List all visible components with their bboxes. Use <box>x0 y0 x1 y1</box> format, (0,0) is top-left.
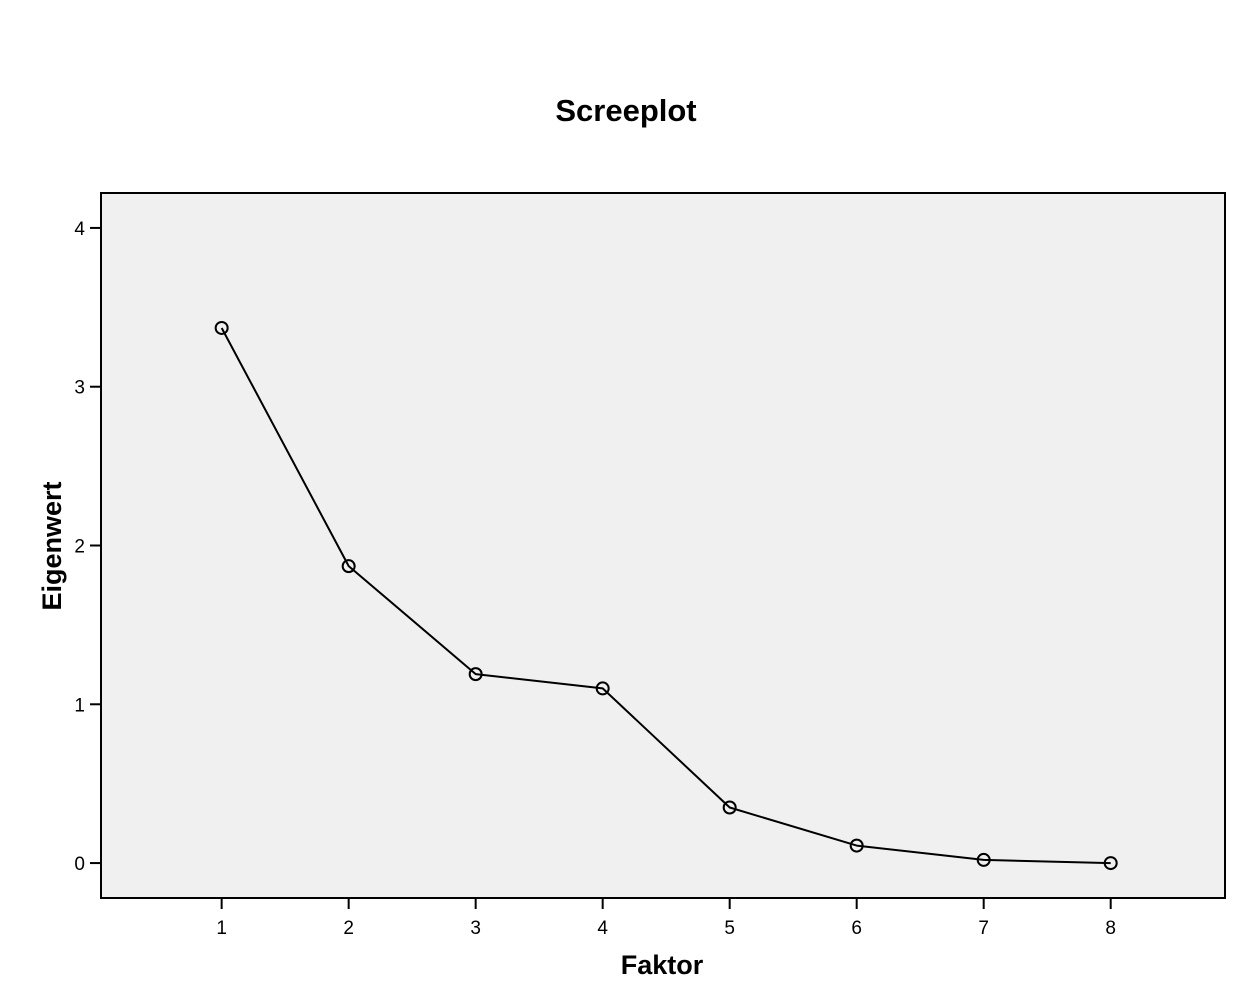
x-tick-label-3: 4 <box>597 918 608 939</box>
y-axis: 0 1 2 3 4 <box>74 219 101 875</box>
y-tick-label-4: 4 <box>74 219 85 240</box>
x-tick-label-7: 8 <box>1105 918 1116 939</box>
plot-area <box>100 192 1226 899</box>
x-tick-label-5: 6 <box>851 918 862 939</box>
series-line <box>220 327 1111 865</box>
data-point-8 <box>1103 856 1118 871</box>
chart-title: Screeplot <box>555 93 696 128</box>
x-axis-label: Faktor <box>621 950 704 980</box>
data-point-2 <box>341 559 356 574</box>
x-axis: 1 2 3 4 5 6 7 8 <box>216 898 1116 939</box>
y-tick-label-3: 3 <box>74 378 85 399</box>
x-tick-label-1: 2 <box>343 918 354 939</box>
series-eigenwert <box>214 320 1118 871</box>
x-tick-label-6: 7 <box>978 918 989 939</box>
data-point-3 <box>468 667 483 682</box>
data-point-1 <box>214 320 229 335</box>
data-point-5 <box>722 800 737 815</box>
data-point-7 <box>976 852 991 867</box>
y-axis-label: Eigenwert <box>37 481 67 610</box>
x-tick-label-0: 1 <box>216 918 227 939</box>
x-tick-label-2: 3 <box>470 918 481 939</box>
y-tick-label-2: 2 <box>74 537 85 558</box>
y-tick-label-0: 0 <box>74 854 85 875</box>
y-tick-label-1: 1 <box>74 695 85 716</box>
x-tick-label-4: 5 <box>724 918 735 939</box>
data-point-6 <box>849 838 864 853</box>
data-point-4 <box>595 681 610 696</box>
